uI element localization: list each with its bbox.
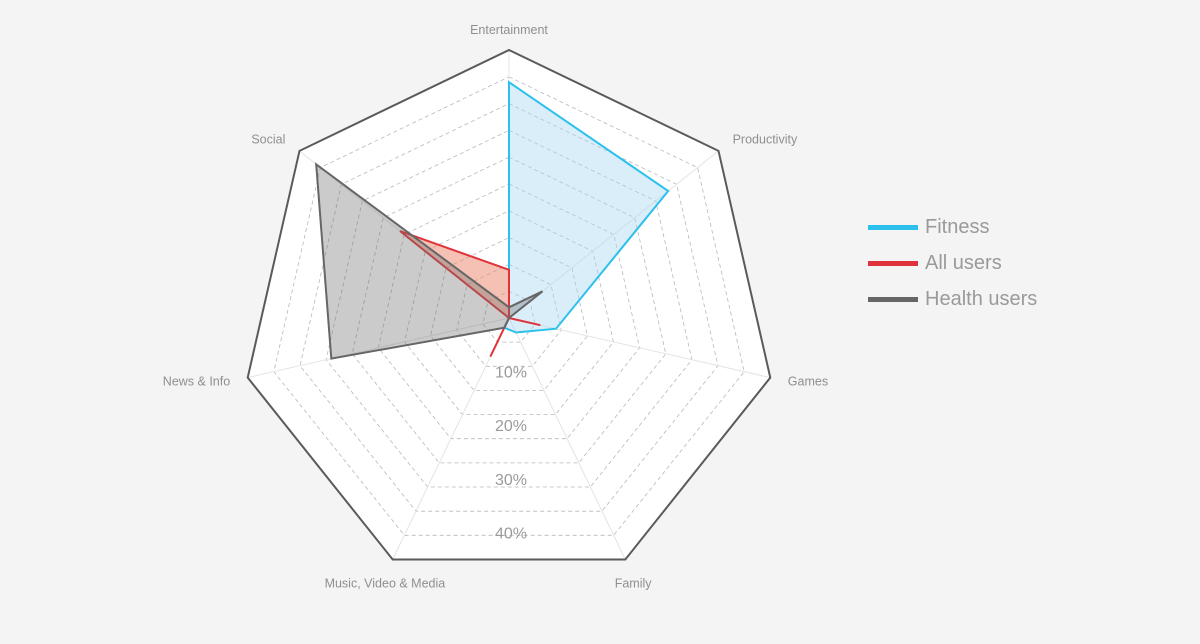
category-label-music-video-media: Music, Video & Media	[325, 577, 446, 591]
grid-ring	[351, 156, 667, 464]
category-label-productivity: Productivity	[733, 133, 798, 147]
legend-label-fitness: Fitness	[925, 215, 990, 238]
grid-ring	[456, 263, 562, 367]
grid-ring	[325, 129, 693, 488]
grid-ring	[404, 210, 614, 416]
tick-label: 30%	[495, 472, 527, 489]
tick-label: 40%	[495, 525, 527, 542]
category-label-news-info: News & Info	[163, 375, 230, 389]
legend-swatch-fitness	[868, 224, 918, 230]
axis-spoke-music-video-media	[392, 317, 510, 560]
category-label-entertainment: Entertainment	[470, 23, 548, 37]
legend-swatch-health-users	[868, 296, 918, 302]
legend-item-all-users[interactable]: All users	[868, 250, 1037, 276]
grid-ring	[482, 290, 536, 343]
legend-swatch-all-users	[868, 260, 918, 266]
legend-item-health-users[interactable]: Health users	[868, 286, 1037, 312]
axis-spoke-family	[508, 317, 626, 560]
axis-spoke-news-info	[247, 317, 510, 379]
tick-label: 10%	[495, 365, 527, 382]
legend-label-health-users: Health users	[925, 287, 1038, 310]
axis-spoke-productivity	[508, 150, 719, 319]
axis-spoke-games	[508, 317, 771, 379]
category-label-social: Social	[251, 133, 285, 147]
grid-ring	[273, 76, 745, 536]
grid-ring	[430, 237, 588, 391]
legend: Fitness All users Health users	[868, 214, 1037, 312]
series-health-users	[315, 162, 544, 360]
grid-ring	[299, 103, 719, 512]
outer-boundary	[246, 48, 772, 561]
legend-label-all-users: All users	[925, 251, 1002, 274]
category-label-family: Family	[615, 577, 653, 591]
category-label-games: Games	[788, 375, 828, 389]
legend-item-fitness[interactable]: Fitness	[868, 214, 1037, 240]
series-all-users	[399, 230, 541, 358]
tick-label: 20%	[495, 418, 527, 435]
